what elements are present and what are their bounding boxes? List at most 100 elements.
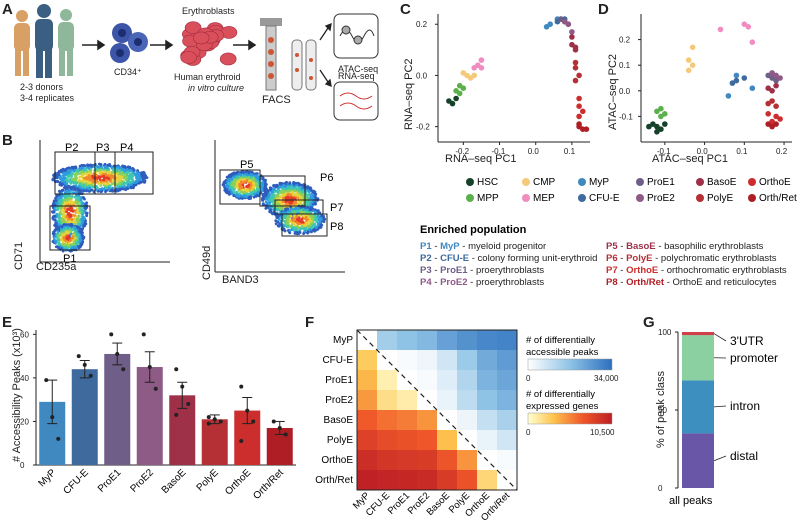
replicate-point bbox=[50, 415, 55, 420]
heatmap-diagonal bbox=[356, 329, 518, 491]
flow-dot bbox=[57, 238, 60, 242]
heatmap-cell bbox=[397, 330, 417, 350]
flow-dot bbox=[112, 168, 115, 171]
point-orthoe bbox=[576, 95, 582, 102]
flow-dot bbox=[307, 193, 310, 197]
flow-dot bbox=[103, 170, 106, 174]
flow-dot bbox=[119, 166, 123, 170]
flow-dot bbox=[120, 171, 124, 175]
flow-dot bbox=[247, 171, 251, 175]
flow-dot bbox=[53, 228, 57, 232]
flow-dot bbox=[52, 173, 55, 177]
flow-dot bbox=[227, 190, 231, 194]
heatmap-row-label: Orth/Ret bbox=[315, 475, 353, 486]
flow-dot bbox=[52, 202, 55, 206]
flow-dot bbox=[56, 230, 60, 234]
heatmap-cell bbox=[477, 410, 497, 430]
flow-dot bbox=[75, 202, 78, 205]
legend-label: CFU-E bbox=[589, 193, 620, 204]
y-tick-label: 0.1 bbox=[619, 61, 631, 70]
flow-dot bbox=[318, 219, 321, 222]
point-cfu-e bbox=[729, 80, 736, 86]
facs-label: FACS bbox=[262, 94, 291, 106]
flow-dot bbox=[317, 215, 320, 219]
point-polye bbox=[572, 59, 579, 66]
heatmap-cell bbox=[497, 430, 517, 450]
segment-label: intron bbox=[730, 399, 760, 413]
flow-dot bbox=[254, 179, 258, 183]
flow-dot bbox=[297, 232, 301, 236]
flow-dot bbox=[63, 168, 67, 172]
flow-dot bbox=[68, 217, 71, 221]
flow-dot bbox=[310, 230, 313, 234]
flow-dot bbox=[85, 214, 88, 218]
flow-dot bbox=[264, 197, 268, 201]
differential-heatmap: MyPMyPCFU-ECFU-EProE1ProE1ProE2ProE2Baso… bbox=[315, 329, 518, 524]
point-mpp bbox=[453, 88, 459, 94]
heatmap-cell bbox=[437, 370, 457, 390]
panel-a-label: A bbox=[2, 1, 13, 18]
flow-dot bbox=[62, 233, 66, 237]
flow-dot bbox=[310, 226, 314, 229]
flow-dot bbox=[290, 218, 294, 222]
flow-dot bbox=[271, 190, 274, 194]
point-cfu-e bbox=[733, 77, 740, 84]
flow-dot bbox=[87, 187, 90, 191]
flow-dot bbox=[123, 169, 127, 173]
flow-dot bbox=[83, 179, 87, 183]
heatmap-cell bbox=[497, 450, 517, 470]
point-mpp bbox=[654, 108, 660, 115]
panel-f: F MyPMyPCFU-ECFU-EProE1ProE1ProE2ProE2Ba… bbox=[305, 314, 619, 524]
flow-dot bbox=[110, 166, 114, 169]
flow-dot bbox=[61, 177, 64, 181]
legend-swatch bbox=[522, 194, 530, 202]
legend-swatch bbox=[578, 178, 586, 186]
flow-dot bbox=[65, 183, 69, 187]
flow-dot bbox=[299, 210, 303, 214]
flow-dot bbox=[99, 168, 103, 172]
flow-dot bbox=[240, 180, 243, 184]
legend-swatch bbox=[466, 194, 474, 202]
flow-dot bbox=[85, 206, 89, 209]
rna-pc2-label: RNA–seq PC2 bbox=[403, 58, 415, 130]
flow-dot bbox=[121, 183, 124, 187]
flow-dot bbox=[295, 221, 299, 225]
flow-dot bbox=[263, 179, 267, 183]
flow-dot bbox=[270, 199, 274, 203]
flow-dot bbox=[245, 173, 249, 177]
flow-dot bbox=[57, 216, 61, 220]
legend-swatch bbox=[578, 194, 586, 202]
point-mpp bbox=[456, 82, 463, 89]
peak-class-stacked-bar: 0 50 100 distal intron promoter 3'UTR all peaks bbox=[658, 328, 778, 507]
gate-p4 bbox=[114, 151, 154, 195]
legend-swatch bbox=[696, 194, 704, 202]
flow-dot bbox=[86, 181, 90, 184]
segment-label: 3'UTR bbox=[730, 334, 764, 348]
point-proe2 bbox=[777, 75, 783, 81]
enriched-code: P1 bbox=[420, 241, 432, 252]
flow-dot bbox=[279, 200, 283, 204]
flow-dot bbox=[78, 178, 81, 182]
flow-dot bbox=[129, 169, 133, 172]
culture-line1: Human erythroid bbox=[174, 72, 241, 82]
flow-dot bbox=[309, 196, 312, 200]
flow-dot bbox=[83, 209, 87, 213]
flow-dot bbox=[249, 179, 252, 183]
heatmap-row-label: ProE2 bbox=[325, 395, 353, 406]
rna-seq-label: RNA-seq bbox=[338, 71, 375, 81]
atac-pca-scatter: -0.1 0.0 0.1 0.2 0.2 0.1 0.0 -0.1 bbox=[619, 14, 792, 156]
flow-dot bbox=[316, 222, 320, 226]
flow-dot bbox=[79, 167, 82, 171]
flow-dot bbox=[55, 232, 59, 236]
x-tick-label: 0.0 bbox=[528, 147, 540, 156]
point-myp bbox=[733, 72, 740, 79]
enriched-sep: - bbox=[618, 253, 626, 264]
point-hsc bbox=[662, 121, 668, 127]
heatmap-cell bbox=[457, 390, 477, 410]
gate-label-p1: P1 bbox=[63, 253, 76, 265]
flow-dot bbox=[310, 217, 314, 220]
flow-dot bbox=[82, 170, 86, 174]
flow-dot bbox=[281, 206, 284, 209]
